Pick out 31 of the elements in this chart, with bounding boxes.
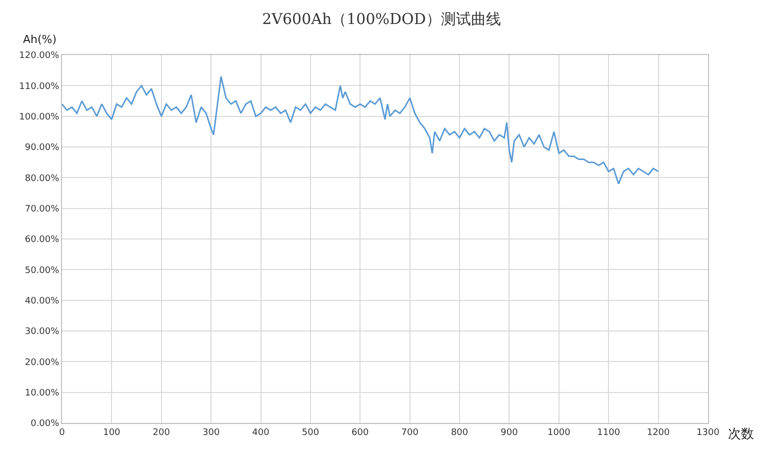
y-tick-label: 90.00% <box>24 143 60 154</box>
x-tick-label: 1200 <box>646 428 670 438</box>
y-tick-label: 30.00% <box>24 327 60 338</box>
y-tick-label: 110.00% <box>19 82 60 92</box>
x-tick-label: 1100 <box>597 428 620 438</box>
y-tick-label: 70.00% <box>24 204 60 214</box>
y-tick-label: 100.00% <box>19 112 60 122</box>
y-tick-label: 40.00% <box>24 296 60 306</box>
x-tick-label: 400 <box>252 428 270 438</box>
x-tick-label: 1000 <box>547 428 571 438</box>
x-tick-label: 0 <box>59 428 66 438</box>
y-tick-label: 80.00% <box>24 174 60 184</box>
x-tick-label: 1300 <box>696 428 720 438</box>
x-tick-label: 800 <box>450 428 468 438</box>
x-axis-title: 次数 <box>728 427 754 442</box>
line-series <box>62 76 660 185</box>
x-tick-label: 500 <box>302 428 320 438</box>
x-tick-label: 300 <box>202 428 220 438</box>
y-tick-label: 10.00% <box>24 388 60 398</box>
y-tick-label: 50.00% <box>24 266 60 276</box>
y-tick-label: 120.00% <box>19 51 60 62</box>
x-tick-label: 700 <box>401 428 419 438</box>
y-tick-label: 20.00% <box>24 358 60 368</box>
x-tick-label: 200 <box>152 428 170 438</box>
y-axis-title: Ah(%) <box>23 33 57 46</box>
x-tick-label: 100 <box>103 428 121 438</box>
y-tick-label: 60.00% <box>24 235 60 246</box>
x-tick-label: 600 <box>352 428 370 438</box>
x-tick-label: 900 <box>500 428 518 438</box>
y-tick-label: 0.00% <box>30 419 60 430</box>
chart-title: 2V600Ah（100%DOD）测试曲线 <box>262 10 501 28</box>
